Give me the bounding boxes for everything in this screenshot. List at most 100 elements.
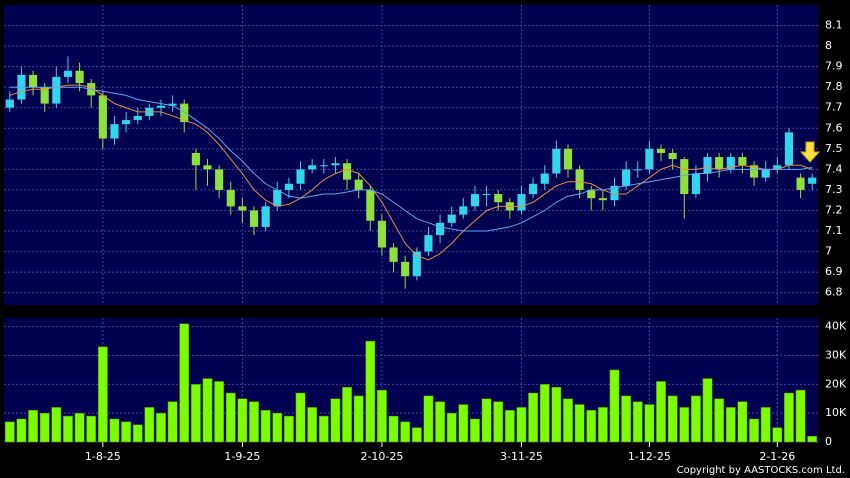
candle-body	[540, 173, 549, 184]
candle-body	[563, 148, 573, 170]
y-tick-label: 30K	[825, 348, 847, 361]
y-tick-label: 7.8	[825, 80, 843, 93]
candle-body	[459, 206, 468, 215]
volume-bar	[342, 386, 352, 443]
candle-body	[726, 157, 735, 170]
candle-body	[761, 169, 770, 178]
candle-body	[575, 169, 584, 190]
candle-body	[168, 103, 177, 106]
candle-body	[703, 157, 712, 174]
volume-bar	[318, 415, 329, 443]
candle-body	[529, 183, 538, 195]
y-tick-label: 7.2	[825, 203, 843, 216]
volume-bar	[330, 398, 341, 443]
volume-bar	[237, 398, 248, 443]
volume-bar	[51, 407, 62, 443]
candle-body	[296, 169, 305, 184]
y-tick-label: 0	[825, 435, 832, 448]
y-tick-label: 7.6	[825, 121, 843, 134]
volume-bar	[551, 386, 562, 443]
candle-body	[377, 220, 386, 248]
candle-body	[261, 206, 270, 227]
y-tick-label: 6.9	[825, 265, 843, 278]
candle-body	[738, 157, 747, 166]
y-tick-label: 20K	[825, 377, 847, 390]
candle-body	[366, 189, 375, 221]
y-tick-label: 8	[825, 39, 832, 52]
candle-body	[436, 222, 445, 236]
volume-bar	[493, 401, 504, 443]
volume-bar	[121, 421, 132, 443]
y-tick-label: 7.7	[825, 101, 843, 114]
x-tick-label: 3-11-25	[500, 450, 543, 463]
volume-bar	[516, 407, 527, 443]
candle-body	[354, 179, 363, 190]
candle-body	[63, 70, 73, 77]
candle-body	[552, 148, 561, 174]
volume-bar	[167, 401, 178, 443]
volume-bar	[190, 384, 201, 443]
volume-bar	[74, 412, 85, 443]
candle-body	[75, 70, 84, 84]
volume-bar	[144, 407, 155, 443]
candle-body	[691, 173, 700, 195]
volume-bar	[353, 395, 364, 443]
volume-bar	[574, 404, 585, 443]
volume-bar	[365, 340, 376, 443]
y-tick-label: 7.5	[825, 142, 843, 155]
volume-bar	[202, 378, 213, 443]
volume-bar	[539, 384, 550, 443]
volume-bar	[400, 421, 411, 443]
candle-body	[273, 189, 282, 207]
y-tick-label: 7.9	[825, 60, 843, 73]
moving-average-line	[9, 84, 813, 261]
volume-bar	[435, 401, 445, 443]
candle-body	[598, 198, 607, 201]
volume-bar	[411, 427, 422, 443]
volume-bar	[760, 407, 771, 443]
candle-body	[784, 132, 793, 166]
x-tick-label: 1-8-25	[85, 450, 121, 463]
volume-bar	[307, 407, 318, 443]
y-tick-label: 7.3	[825, 183, 843, 196]
candle-body	[5, 99, 14, 108]
x-tick-label: 1-9-25	[224, 450, 260, 463]
candle-body	[808, 177, 817, 184]
candle-body	[215, 169, 224, 190]
candle-body	[284, 183, 293, 190]
volume-bar	[86, 415, 97, 443]
volume-bar	[470, 418, 480, 443]
volume-bar	[714, 398, 725, 443]
candle-body	[668, 152, 677, 160]
candle-body	[122, 120, 131, 125]
candle-body	[156, 105, 166, 108]
y-tick-label: 8.1	[825, 19, 843, 32]
candle-body	[587, 189, 596, 199]
volume-bar	[504, 410, 515, 443]
volume-bar	[446, 412, 457, 443]
volume-bar	[295, 392, 306, 443]
candle-body	[389, 247, 398, 262]
volume-bar	[656, 381, 666, 443]
candle-body	[470, 194, 480, 207]
x-tick-label: 2-1-26	[759, 450, 795, 463]
x-tick-label: 2-10-25	[360, 450, 403, 463]
volume-bar	[784, 392, 794, 443]
y-tick-label: 6.8	[825, 286, 843, 299]
volume-bar	[644, 404, 655, 443]
volume-bar	[563, 398, 573, 443]
candle-body	[401, 261, 410, 277]
candle-body	[226, 189, 235, 207]
volume-bar	[679, 407, 690, 443]
candle-body	[40, 87, 49, 104]
candle-body	[773, 165, 782, 170]
volume-bar	[283, 415, 294, 443]
candle-body	[610, 185, 619, 201]
volume-bar	[609, 369, 620, 443]
volume-bar	[16, 418, 27, 443]
candle-body	[331, 163, 340, 166]
y-tick-label: 40K	[825, 320, 847, 333]
candle-body	[715, 157, 724, 170]
candle-body	[98, 95, 107, 139]
volume-bar	[63, 415, 73, 443]
